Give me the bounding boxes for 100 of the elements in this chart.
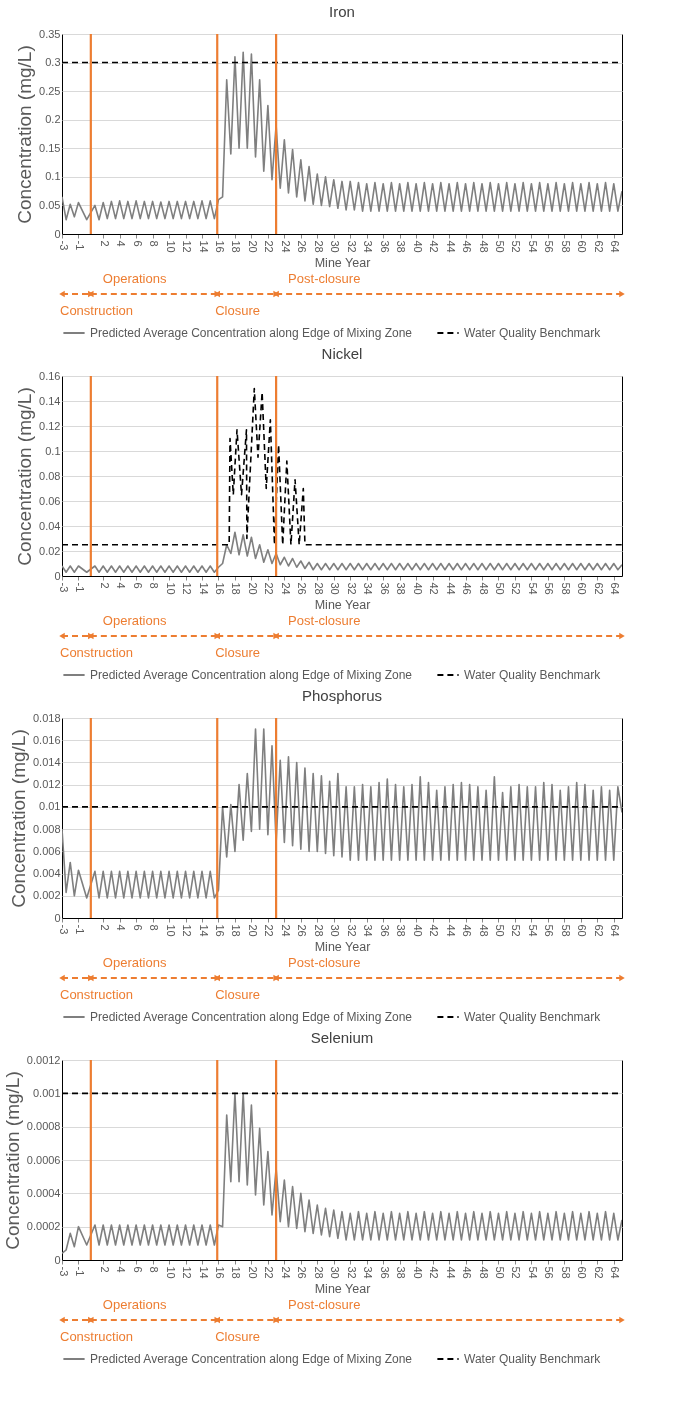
- x-tick-label: 34: [362, 1266, 375, 1279]
- x-tick-label: 6: [131, 924, 144, 931]
- line-series: [62, 728, 622, 899]
- x-tick-label: 10: [164, 240, 177, 253]
- x-tick-label: -3: [57, 582, 70, 593]
- x-tick-label: 54: [526, 1266, 539, 1279]
- x-tick-label: 46: [461, 582, 474, 595]
- x-tick-label: 46: [461, 1266, 474, 1279]
- x-tick-label: 6: [131, 1266, 144, 1273]
- legend-label: Predicted Average Concentration along Edge of Mixing Zone: [90, 326, 413, 340]
- y-tick-label: 0.016: [32, 733, 61, 746]
- x-tick-label: 60: [576, 924, 589, 937]
- text: Operations: [102, 271, 167, 286]
- x-tick-label: 14: [197, 924, 210, 937]
- x-tick-label: 26: [296, 924, 309, 937]
- x-tick-label: 34: [362, 240, 375, 253]
- x-tick-label: 24: [279, 924, 292, 937]
- x-tick-label: 2: [98, 582, 111, 589]
- x-tick-label: 22: [263, 924, 276, 937]
- x-tick-label: 40: [411, 1266, 424, 1279]
- x-tick-label: 2: [98, 924, 111, 931]
- chart-title: Iron: [329, 3, 355, 20]
- y-tick-label: 0.3: [45, 56, 61, 69]
- x-tick-label: 40: [411, 924, 424, 937]
- y-tick-label: 0.25: [39, 84, 61, 97]
- x-tick-label: 10: [164, 582, 177, 595]
- text: Operations: [102, 955, 167, 970]
- x-tick-label: 16: [213, 582, 226, 595]
- y-tick-label: 0.0008: [26, 1120, 61, 1133]
- x-tick-label: 22: [263, 582, 276, 595]
- text: Post-closure: [288, 1297, 361, 1312]
- chart-title: Selenium: [310, 1029, 374, 1046]
- text: Closure: [215, 645, 261, 660]
- text: Operations: [102, 1297, 167, 1312]
- y-tick-label: 0.15: [39, 141, 61, 154]
- y-tick-label: 0.0002: [26, 1220, 61, 1233]
- y-tick-label: 0.008: [32, 822, 61, 835]
- x-tick-label: 24: [279, 240, 292, 253]
- x-tick-label: 4: [115, 582, 128, 589]
- text: Post-closure: [288, 613, 361, 628]
- x-tick-label: 60: [576, 582, 589, 595]
- x-tick-label: 26: [296, 582, 309, 595]
- x-tick-label: -1: [73, 240, 86, 251]
- text: Operations: [102, 613, 167, 628]
- x-tick-label: 12: [181, 582, 194, 595]
- x-tick-label: -1: [73, 1266, 86, 1277]
- x-tick-label: 12: [181, 1266, 194, 1279]
- x-tick-label: 62: [592, 924, 605, 937]
- x-tick-label: 28: [312, 240, 325, 253]
- x-tick-label: 28: [312, 1266, 325, 1279]
- y-tick-label: 0.35: [39, 27, 61, 40]
- y-tick-label: 0.2: [45, 113, 61, 126]
- text: Closure: [215, 303, 261, 318]
- x-tick-label: 20: [246, 1266, 259, 1279]
- x-tick-label: 20: [246, 582, 259, 595]
- x-tick-label: 52: [510, 924, 523, 937]
- x-tick-label: 46: [461, 924, 474, 937]
- x-tick-label: -3: [57, 1266, 70, 1277]
- legend-label: Water Quality Benchmark: [464, 1010, 602, 1024]
- y-tick-label: 0.001: [32, 1086, 61, 1099]
- x-tick-label: 6: [131, 240, 144, 247]
- x-tick-label: -1: [73, 582, 86, 593]
- x-tick-label: 64: [609, 1266, 622, 1279]
- x-tick-label: 18: [230, 1266, 243, 1279]
- x-tick-label: -1: [73, 924, 86, 935]
- x-tick-label: 50: [493, 1266, 506, 1279]
- x-tick-label: 52: [510, 582, 523, 595]
- y-tick-label: 0: [54, 911, 61, 924]
- x-tick-label: 58: [559, 582, 572, 595]
- x-tick-label: 32: [345, 240, 358, 253]
- y-tick-label: 0.04: [39, 519, 61, 532]
- x-tick-label: 54: [526, 240, 539, 253]
- x-tick-label: 8: [148, 240, 161, 247]
- x-tick-label: 56: [543, 1266, 556, 1279]
- x-tick-label: 24: [279, 582, 292, 595]
- x-tick-label: 44: [444, 924, 457, 937]
- x-tick-label: 52: [510, 240, 523, 253]
- x-tick-label: 50: [493, 582, 506, 595]
- x-tick-label: 36: [378, 1266, 391, 1279]
- x-tick-label: 62: [592, 582, 605, 595]
- y-tick-label: 0.012: [32, 778, 61, 791]
- x-tick-label: 44: [444, 240, 457, 253]
- x-tick-label: 8: [148, 1266, 161, 1273]
- x-tick-label: 60: [576, 240, 589, 253]
- x-tick-label: 38: [395, 924, 408, 937]
- x-tick-label: 30: [329, 582, 342, 595]
- x-tick-label: 26: [296, 240, 309, 253]
- text: Closure: [215, 987, 261, 1002]
- y-tick-label: 0.018: [32, 711, 61, 724]
- x-tick-label: 34: [362, 924, 375, 937]
- x-tick-label: 42: [428, 582, 441, 595]
- x-tick-label: 22: [263, 240, 276, 253]
- x-tick-label: 56: [543, 924, 556, 937]
- x-axis-title: Mine Year: [314, 1281, 371, 1296]
- x-tick-label: 18: [230, 240, 243, 253]
- y-tick-label: 0.004: [32, 867, 61, 880]
- legend-label: Water Quality Benchmark: [464, 326, 602, 340]
- line-series: [62, 1092, 622, 1255]
- x-tick-label: 28: [312, 582, 325, 595]
- x-tick-label: 38: [395, 240, 408, 253]
